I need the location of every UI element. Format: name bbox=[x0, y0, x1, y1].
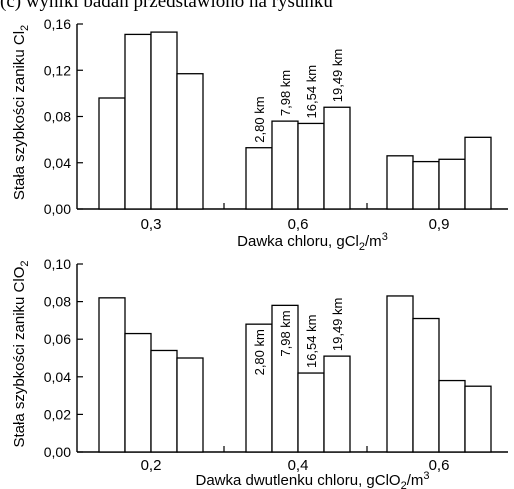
bar bbox=[176, 357, 204, 453]
bar bbox=[412, 160, 440, 210]
bar-distance-label: 2,80 km bbox=[252, 329, 267, 375]
bar-distance-label: 16,54 km bbox=[304, 65, 319, 118]
x-axis-title: Dawka chloru, gCl2/m3 bbox=[237, 231, 388, 253]
bar bbox=[98, 97, 126, 210]
y-tick-label: 0,04 bbox=[44, 369, 71, 385]
bar bbox=[124, 332, 152, 453]
bar bbox=[245, 147, 273, 210]
bar-distance-label: 2,80 km bbox=[252, 96, 267, 142]
bar-distance-label: 19,49 km bbox=[330, 49, 345, 102]
y-tick-label: 0,12 bbox=[44, 62, 71, 78]
top-caption-text: (c) wyniki badań przedstawiono na rysunk… bbox=[0, 0, 333, 11]
chlorine-decay-chart: 0,00 0,04 0,08 0,12 0,16 0,3 2,80 km 7,98 km 16,… bbox=[11, 16, 508, 253]
bar bbox=[464, 385, 492, 453]
bar bbox=[386, 295, 414, 453]
y-tick-label: 0,00 bbox=[44, 201, 71, 217]
x-category-label: 0,4 bbox=[288, 457, 309, 474]
bar bbox=[176, 73, 204, 210]
x-category-label: 0,9 bbox=[429, 216, 450, 233]
y-axis-title: Stała szybkości zaniku Cl2 bbox=[11, 25, 31, 200]
bar bbox=[323, 106, 351, 210]
y-tick-label: 0,10 bbox=[44, 256, 71, 272]
bar bbox=[323, 355, 351, 453]
bar bbox=[412, 317, 440, 453]
y-tick-label: 0,08 bbox=[44, 294, 71, 310]
bar bbox=[297, 122, 325, 210]
chlorine-dioxide-decay-chart: 0,00 0,02 0,04 0,06 0,08 0,10 0,2 2,80 km 7,98 k… bbox=[11, 256, 508, 489]
bar bbox=[98, 297, 126, 453]
bar bbox=[438, 379, 466, 453]
y-tick-label: 0,02 bbox=[44, 406, 71, 422]
bar bbox=[150, 31, 178, 210]
x-category-label: 0,3 bbox=[141, 216, 162, 233]
y-axis-title: Stała szybkości zaniku ClO2 bbox=[11, 260, 31, 447]
bar bbox=[386, 155, 414, 210]
x-category-label: 0,6 bbox=[429, 457, 450, 474]
y-tick-label: 0,08 bbox=[44, 109, 71, 125]
bar-distance-label: 7,98 km bbox=[278, 70, 293, 116]
bar bbox=[464, 136, 492, 210]
bar-distance-label: 7,98 km bbox=[278, 310, 293, 356]
bar-distance-label: 16,54 km bbox=[304, 315, 319, 368]
bar bbox=[150, 349, 178, 453]
bar bbox=[124, 33, 152, 210]
x-axis-title: Dawka dwutlenku chloru, gClO2/m3 bbox=[195, 470, 429, 489]
y-tick-label: 0,00 bbox=[44, 444, 71, 460]
bar bbox=[271, 304, 299, 453]
bar bbox=[438, 158, 466, 210]
x-category-label: 0,6 bbox=[288, 216, 309, 233]
bar-distance-label: 19,49 km bbox=[330, 298, 345, 351]
y-tick-label: 0,16 bbox=[44, 16, 71, 32]
bar bbox=[297, 372, 325, 453]
y-tick-label: 0,06 bbox=[44, 331, 71, 347]
x-category-label: 0,2 bbox=[141, 457, 162, 474]
y-tick-label: 0,04 bbox=[44, 155, 71, 171]
bar bbox=[271, 120, 299, 210]
